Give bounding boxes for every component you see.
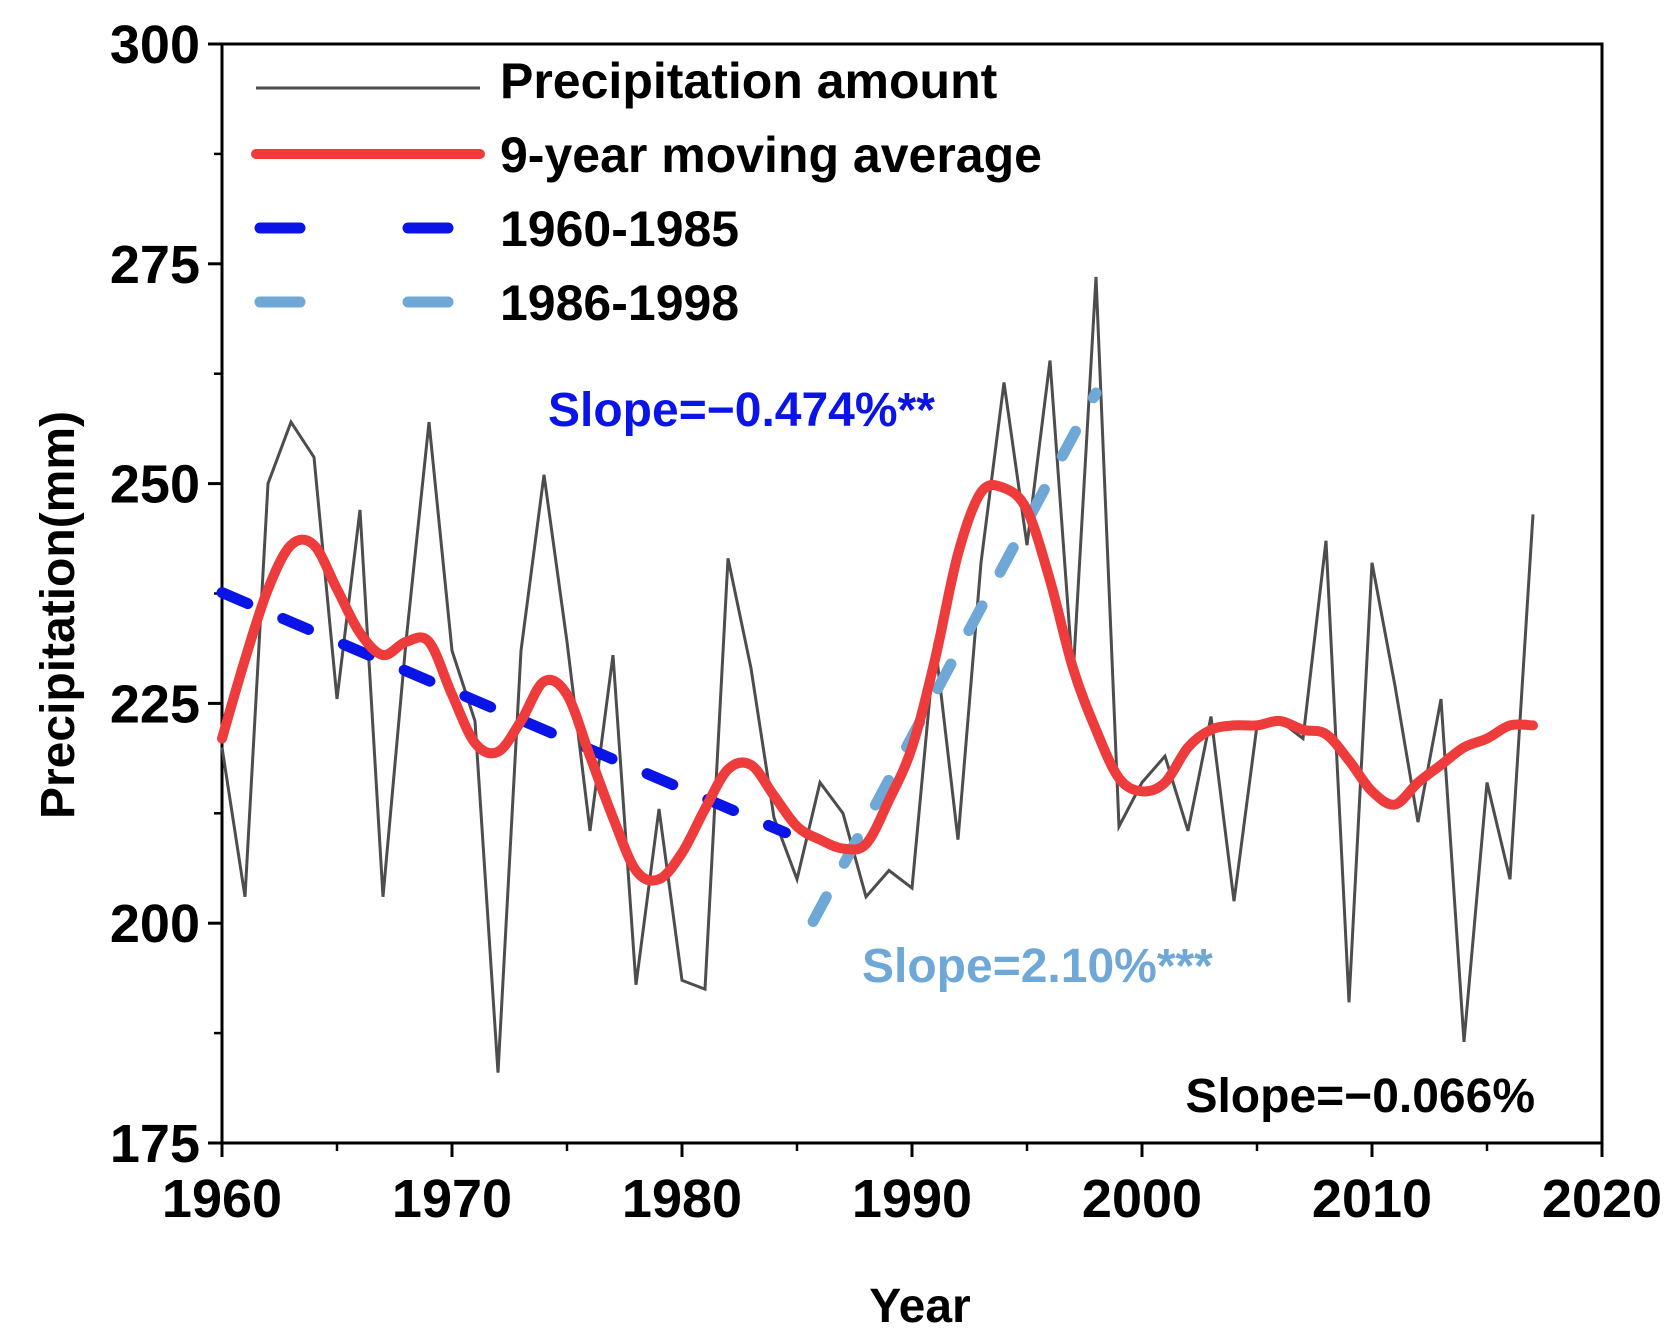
series-9-year-moving-average — [217, 479, 1538, 886]
x-tick-label: 2020 — [1542, 1169, 1662, 1229]
y-tick-label: 225 — [110, 674, 200, 734]
annotation-slope-1960-1985: Slope=−0.474%** — [548, 384, 935, 437]
y-tick-label: 200 — [110, 894, 200, 954]
y-tick-label: 175 — [110, 1114, 200, 1174]
x-tick-label: 1980 — [622, 1169, 742, 1229]
y-tick-label: 275 — [110, 235, 200, 295]
y-tick-label: 250 — [110, 455, 200, 515]
series-precipitation-amount — [220, 276, 1535, 1073]
y-axis-ticks: 175 200 225 250 275 300 — [110, 15, 222, 1174]
annotation-slope-overall: Slope=−0.066% — [1185, 1070, 1535, 1123]
x-axis-title: Year — [869, 1280, 970, 1333]
x-tick-label: 1990 — [852, 1169, 972, 1229]
y-tick-label: 300 — [110, 15, 200, 75]
annotation-slope-1986-1998: Slope=2.10%*** — [862, 940, 1213, 993]
series-layer — [216, 276, 1538, 1073]
x-axis-ticks: 1960 1970 1980 1990 2000 2010 2020 — [162, 1143, 1662, 1229]
x-tick-label: 1960 — [162, 1169, 282, 1229]
y-axis-title: Precipitation(mm) — [32, 411, 85, 819]
x-tick-label: 1970 — [392, 1169, 512, 1229]
x-tick-label: 2000 — [1082, 1169, 1202, 1229]
trend-line-1986-1998 — [807, 387, 1102, 927]
trend-line-1960-1985 — [216, 587, 791, 839]
legend-label: 1986-1998 — [500, 275, 739, 331]
legend-label: Precipitation amount — [500, 53, 998, 109]
legend-label: 1960-1985 — [500, 201, 739, 257]
x-tick-label: 2010 — [1312, 1169, 1432, 1229]
legend: Precipitation amount 9-year moving averag… — [251, 53, 1042, 331]
legend-label: 9-year moving average — [500, 127, 1042, 183]
